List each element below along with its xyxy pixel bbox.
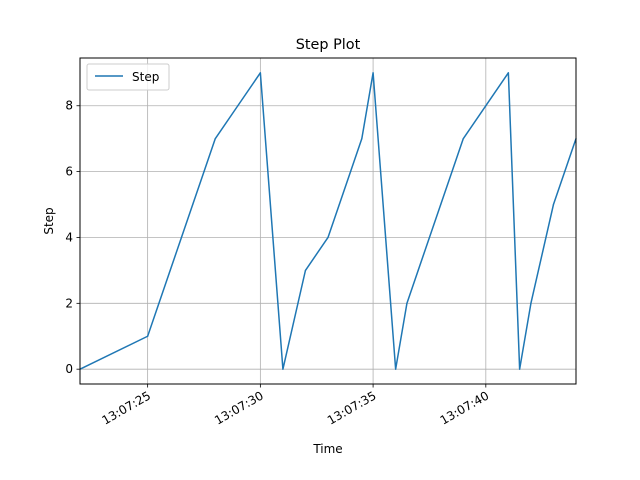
y-tick-label: 8 — [65, 99, 73, 113]
chart-title: Step Plot — [296, 37, 361, 53]
data-point — [214, 138, 216, 140]
y-tick-label: 6 — [65, 165, 73, 179]
data-point — [192, 203, 194, 206]
legend-box — [86, 63, 170, 91]
data-point — [169, 269, 171, 271]
y-axis-label: Step — [42, 207, 56, 234]
data-point — [361, 138, 363, 140]
plot-frame — [79, 57, 577, 385]
data-point — [282, 368, 284, 370]
data-point — [349, 171, 352, 173]
data-point — [417, 269, 419, 271]
legend-label-step: Step — [132, 70, 159, 84]
grid — [80, 58, 576, 384]
data-point — [507, 72, 509, 74]
legend: Step — [86, 63, 170, 91]
data-point — [372, 72, 374, 74]
y-tick-label: 2 — [65, 296, 73, 310]
data-point — [203, 171, 205, 173]
data-point — [304, 269, 307, 271]
data-point — [564, 171, 566, 173]
x-axis-label: Time — [312, 442, 342, 456]
data-point — [237, 105, 239, 107]
data-point — [552, 203, 555, 206]
data-point — [462, 138, 464, 140]
data-point — [259, 72, 261, 74]
data-point — [519, 368, 521, 370]
data-point — [395, 368, 397, 370]
series-line-step — [79, 72, 577, 370]
y-tick-label: 0 — [65, 362, 73, 376]
y-tick-label: 4 — [65, 230, 73, 244]
data-point — [327, 236, 329, 239]
data-point — [440, 203, 442, 206]
data-point — [147, 335, 149, 337]
data-point — [530, 302, 532, 304]
data-point — [406, 302, 408, 304]
data-point — [451, 171, 453, 173]
